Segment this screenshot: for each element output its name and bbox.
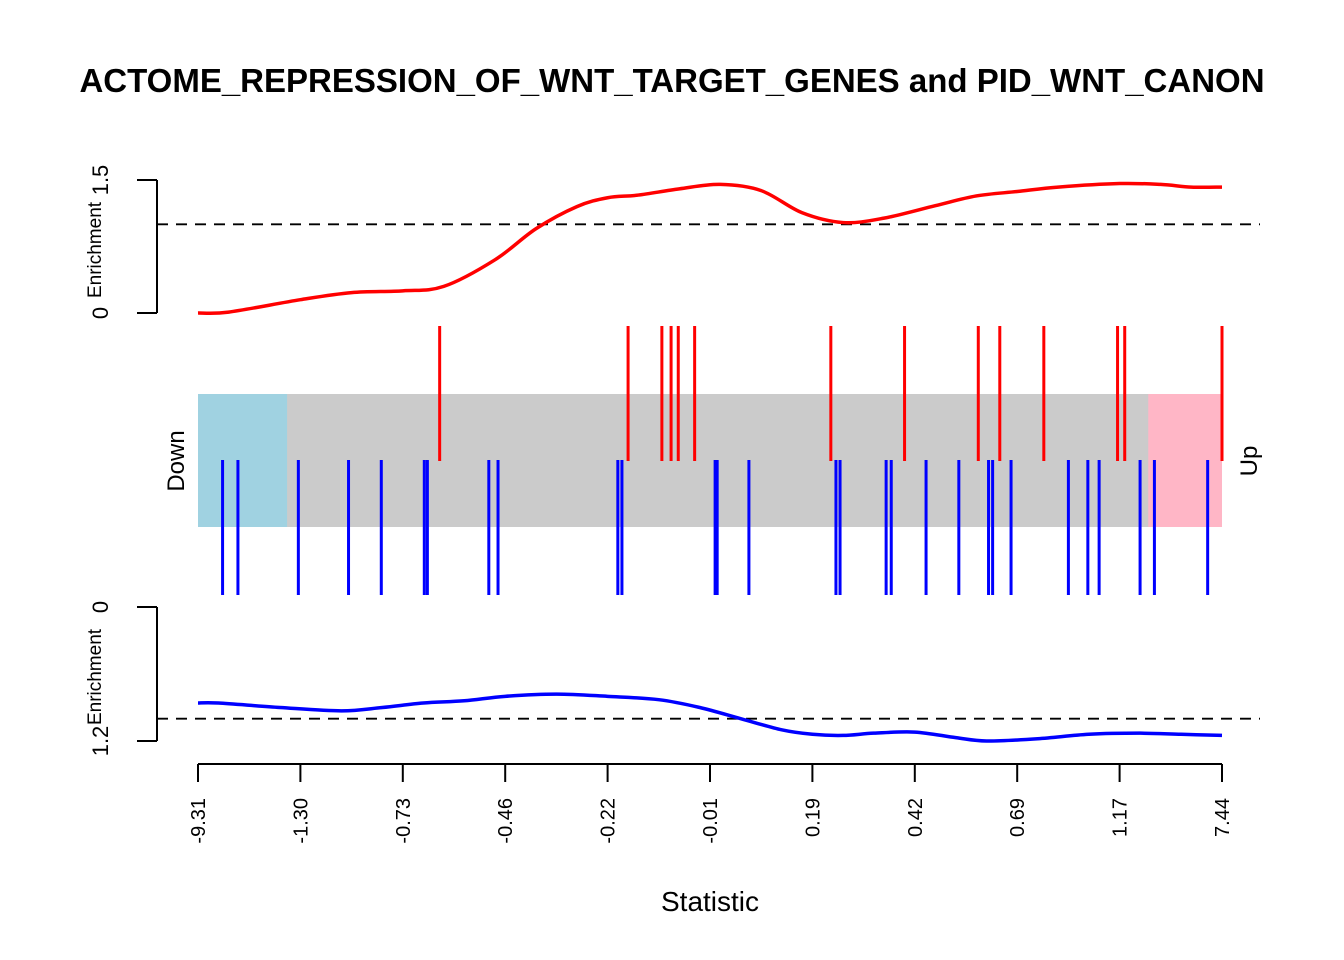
- down-enrichment-curve: [197, 692, 1223, 743]
- x-tick-label: 1.17: [1110, 798, 1132, 837]
- barcode-region: Down Up: [163, 326, 1263, 595]
- x-ticks: -9.31 -1.30 -0.73 -0.46 -0.22 -0.01 0.19 0.42 0.…: [188, 764, 1234, 844]
- up-y-tick-label-max: 1.5: [88, 165, 113, 196]
- chart-title: ACTOME_REPRESSION_OF_WNT_TARGET_GENES an…: [79, 62, 1264, 99]
- up-y-tick-label-0: 0: [88, 307, 113, 319]
- x-axis-label: Statistic: [661, 886, 759, 917]
- down-y-tick-label-max: 1.2: [88, 726, 113, 757]
- x-axis: -9.31 -1.30 -0.73 -0.46 -0.22 -0.01 0.19 0.42 0.…: [188, 763, 1234, 917]
- x-tick-label: 0.69: [1007, 798, 1029, 837]
- band-up: [1148, 394, 1222, 527]
- up-y-axis-label: Enrichment: [85, 201, 106, 298]
- x-tick-label: -0.46: [495, 798, 517, 844]
- band-down: [198, 394, 288, 527]
- down-label: Down: [163, 430, 190, 491]
- down-y-tick-label-0: 0: [88, 601, 113, 613]
- down-enrichment-panel: 0 1.2 Enrichment: [85, 601, 1260, 756]
- x-tick-label: -0.01: [700, 798, 722, 844]
- band-middle: [198, 394, 1222, 527]
- up-enrichment-curve: [197, 181, 1223, 316]
- x-tick-label: 0.19: [802, 798, 824, 837]
- up-enrichment-panel: 0 1.5 Enrichment: [85, 165, 1260, 319]
- down-barcodes: [221, 460, 1210, 595]
- x-tick-label: -1.30: [290, 798, 312, 844]
- x-tick-label: -0.22: [598, 798, 620, 844]
- x-tick-label: -9.31: [188, 798, 210, 844]
- x-tick-label: 7.44: [1212, 798, 1234, 837]
- down-y-axis-label: Enrichment: [85, 628, 106, 725]
- up-label: Up: [1236, 446, 1263, 477]
- x-tick-label: 0.42: [905, 798, 927, 837]
- up-barcodes: [438, 326, 1224, 461]
- x-tick-label: -0.73: [393, 798, 415, 844]
